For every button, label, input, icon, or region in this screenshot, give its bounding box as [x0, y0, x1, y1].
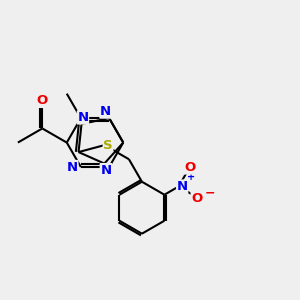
Text: N: N [77, 111, 88, 124]
Text: N: N [100, 105, 111, 118]
Text: S: S [103, 139, 113, 152]
Text: N: N [177, 180, 188, 193]
Text: O: O [184, 161, 195, 174]
Text: O: O [37, 94, 48, 107]
Text: −: − [205, 186, 215, 199]
Text: N: N [100, 164, 111, 177]
Text: +: + [187, 172, 195, 182]
Text: O: O [191, 192, 202, 205]
Text: N: N [67, 160, 78, 173]
